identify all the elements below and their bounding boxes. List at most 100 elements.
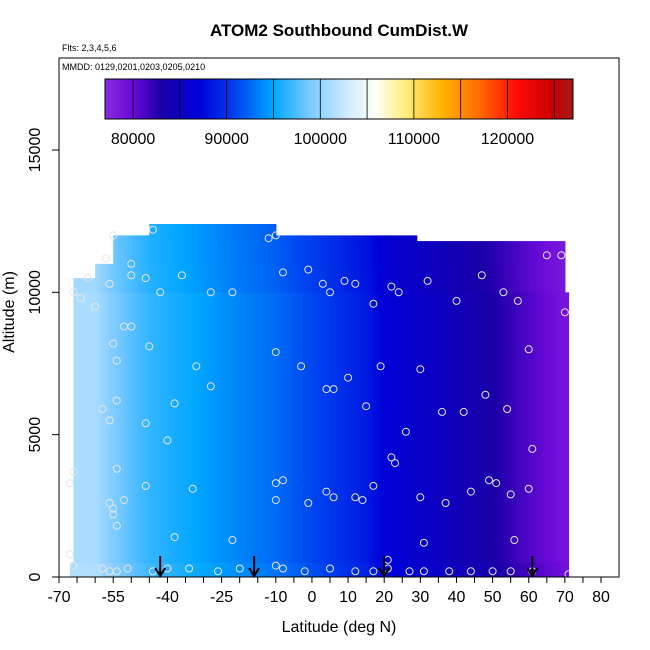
observation-point — [369, 481, 378, 490]
heat-cell — [301, 235, 306, 242]
observation-point — [401, 427, 410, 436]
heat-cell — [315, 278, 320, 293]
heat-cell — [532, 263, 537, 279]
heat-cell — [268, 235, 273, 242]
heat-cell — [387, 292, 393, 564]
heat-cell — [131, 562, 136, 577]
heat-cell — [127, 235, 132, 242]
heat-cell — [214, 292, 219, 564]
heat-cell — [351, 263, 356, 279]
heat-cell — [84, 292, 89, 564]
y-tick-label: 15000 — [27, 128, 44, 173]
x-tick-label: -55 — [102, 589, 125, 606]
heat-cell — [261, 562, 266, 577]
heat-cell — [369, 278, 374, 293]
heat-cell — [496, 292, 501, 564]
heat-cell — [124, 263, 129, 279]
heat-cell — [84, 278, 89, 293]
heat-cell — [185, 292, 190, 564]
heat-cell — [402, 292, 407, 564]
heat-cell — [232, 562, 237, 577]
heat-cell — [431, 292, 436, 564]
heat-cell — [199, 292, 205, 564]
heat-cell — [116, 292, 122, 564]
heat-cell — [470, 241, 476, 265]
observation-point — [419, 567, 428, 576]
heat-cell — [181, 263, 187, 279]
heat-cell — [156, 292, 161, 564]
heat-cell — [236, 235, 241, 242]
heat-cell — [210, 263, 215, 279]
heat-cell — [478, 278, 483, 293]
heat-cell — [369, 263, 374, 279]
heat-cell — [470, 562, 476, 577]
heat-cell — [485, 562, 490, 577]
heat-cell — [514, 562, 519, 577]
heat-cell — [340, 235, 346, 242]
heat-cell — [192, 278, 197, 293]
observation-point — [69, 467, 78, 476]
observation-point — [105, 416, 114, 425]
heat-cell — [290, 235, 295, 242]
heat-cell — [319, 241, 324, 265]
heat-cell — [409, 292, 414, 564]
heat-cell — [474, 278, 479, 293]
heat-cell — [539, 562, 544, 577]
heat-cell — [174, 241, 179, 265]
heat-cell — [355, 292, 360, 564]
heat-cell — [503, 278, 508, 293]
heat-cell — [77, 562, 82, 577]
heat-cell — [434, 278, 439, 293]
heat-cell — [145, 235, 150, 242]
heat-cell — [127, 292, 132, 564]
heat-cell — [463, 263, 468, 279]
observation-point — [326, 564, 334, 573]
heat-cell — [492, 292, 497, 564]
colorbar — [104, 78, 574, 120]
heat-cell — [337, 241, 342, 265]
heat-cell — [333, 278, 338, 293]
heat-cell — [546, 278, 552, 293]
heat-cell — [77, 292, 82, 564]
heat-cell — [228, 562, 234, 577]
heat-cell — [160, 292, 165, 564]
heat-cell — [395, 241, 400, 265]
heat-cell — [73, 292, 78, 564]
heat-cell — [279, 292, 284, 564]
heat-cell — [257, 224, 262, 236]
heat-cell — [463, 278, 468, 293]
observation-point — [120, 496, 128, 505]
heat-cell — [554, 278, 559, 293]
heat-cell — [290, 562, 295, 577]
heat-cell — [420, 241, 425, 265]
observation-point — [123, 564, 132, 573]
heat-cell — [127, 241, 132, 265]
observation-point — [109, 339, 118, 348]
heat-cell — [311, 235, 317, 242]
heat-cell — [167, 224, 172, 236]
heat-cell — [228, 263, 234, 279]
observation-point — [228, 288, 237, 297]
flight-arrow — [154, 556, 167, 578]
observation-point — [141, 481, 150, 490]
heat-cell — [521, 263, 526, 279]
observation-point — [170, 399, 179, 408]
heat-cell — [293, 562, 299, 577]
heat-cell — [228, 241, 234, 265]
observation-point — [112, 356, 121, 365]
heat-cell — [449, 278, 454, 293]
heat-cell — [257, 562, 262, 577]
heat-cell — [192, 562, 197, 577]
heat-cell — [525, 278, 530, 293]
observation-point — [506, 567, 515, 576]
heat-cell — [326, 562, 331, 577]
heat-cell — [333, 235, 338, 242]
heat-cell — [550, 278, 555, 293]
observation-point — [235, 564, 244, 573]
observation-point — [351, 279, 360, 288]
heat-cell — [163, 562, 168, 577]
colorbar-tick-label: 100000 — [294, 131, 347, 148]
heat-cell — [373, 292, 378, 564]
heat-cell — [492, 263, 497, 279]
heat-cell — [362, 235, 367, 242]
